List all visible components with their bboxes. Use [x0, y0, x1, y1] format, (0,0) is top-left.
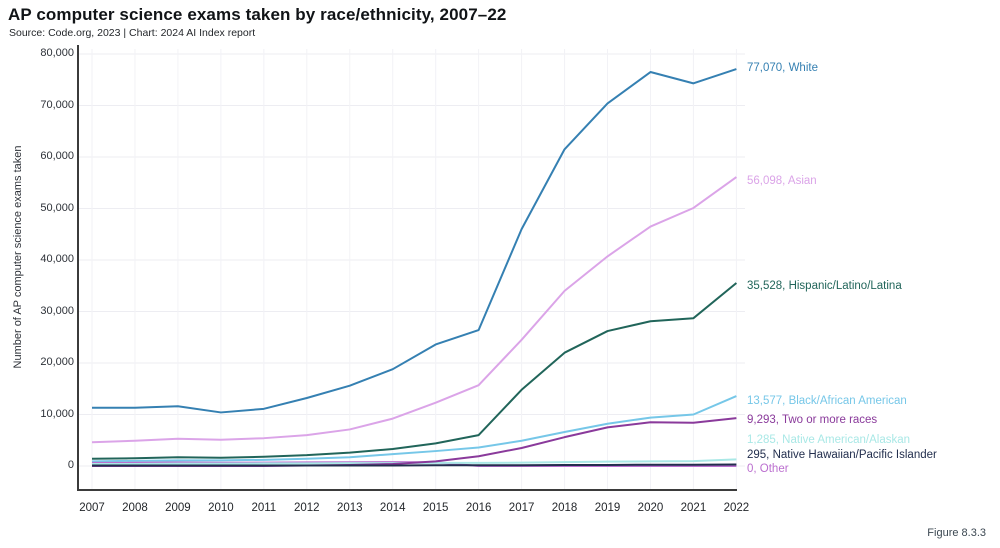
series-line-white	[92, 68, 737, 414]
y-tick-label: 40,000	[40, 253, 74, 265]
series-end-label-other: 0, Other	[747, 463, 789, 475]
chart-title: AP computer science exams taken by race/…	[8, 5, 507, 24]
y-tick-label: 10,000	[40, 407, 74, 420]
series-end-label-native-hawaiian-pacific-islander: 295, Native Hawaiian/Pacific Islander	[747, 449, 937, 461]
y-tick-label: 60,000	[40, 150, 74, 162]
series-end-label-black-african-american: 13,577, Black/African American	[747, 395, 907, 407]
series-line-two-or-more-races	[92, 417, 737, 467]
series-end-label-hispanic-latino-latina: 35,528, Hispanic/Latino/Latina	[747, 280, 902, 292]
series-end-label-two-or-more-races: 9,293, Two or more races	[747, 414, 878, 426]
x-tick-label: 2015	[422, 502, 449, 514]
x-tick-label: 2010	[208, 502, 234, 514]
x-tick-label: 2021	[680, 502, 707, 514]
x-tick-label: 2018	[551, 502, 578, 514]
x-tick-label: 2011	[251, 502, 277, 514]
y-tick-label: 30,000	[40, 304, 74, 317]
x-tick-label: 2008	[122, 502, 148, 514]
x-tick-label: 2022	[723, 502, 750, 514]
series-line-native-hawaiian-pacific-islander	[92, 463, 737, 467]
series-end-label-white: 77,070, White	[747, 62, 818, 74]
y-tick-label: 20,000	[40, 356, 74, 368]
x-tick-label: 2007	[79, 502, 105, 514]
x-tick-label: 2017	[508, 502, 535, 514]
figure-caption: Figure 8.3.3	[927, 527, 986, 539]
x-tick-label: 2013	[336, 502, 363, 514]
x-tick-label: 2019	[594, 502, 621, 514]
x-tick-label: 2016	[465, 502, 492, 514]
x-tick-label: 2012	[294, 502, 320, 514]
series-line-asian	[91, 176, 737, 444]
series-end-label-asian: 56,098, Asian	[747, 175, 817, 187]
x-tick-label: 2014	[379, 502, 406, 514]
chart-subtitle: Source: Code.org, 2023 | Chart: 2024 AI …	[9, 27, 256, 39]
y-tick-label: 70,000	[40, 98, 74, 111]
x-tick-label: 2020	[637, 502, 664, 514]
series-end-label-native-american-alaskan: 1,285, Native American/Alaskan	[747, 434, 911, 446]
y-tick-label: 50,000	[40, 201, 74, 214]
series-line-hispanic-latino-latina	[91, 282, 738, 460]
y-tick-label: 80,000	[40, 47, 74, 59]
series-line-black-african-american	[91, 395, 737, 463]
y-tick-label: 0	[67, 459, 74, 471]
x-tick-label: 2009	[165, 502, 191, 514]
